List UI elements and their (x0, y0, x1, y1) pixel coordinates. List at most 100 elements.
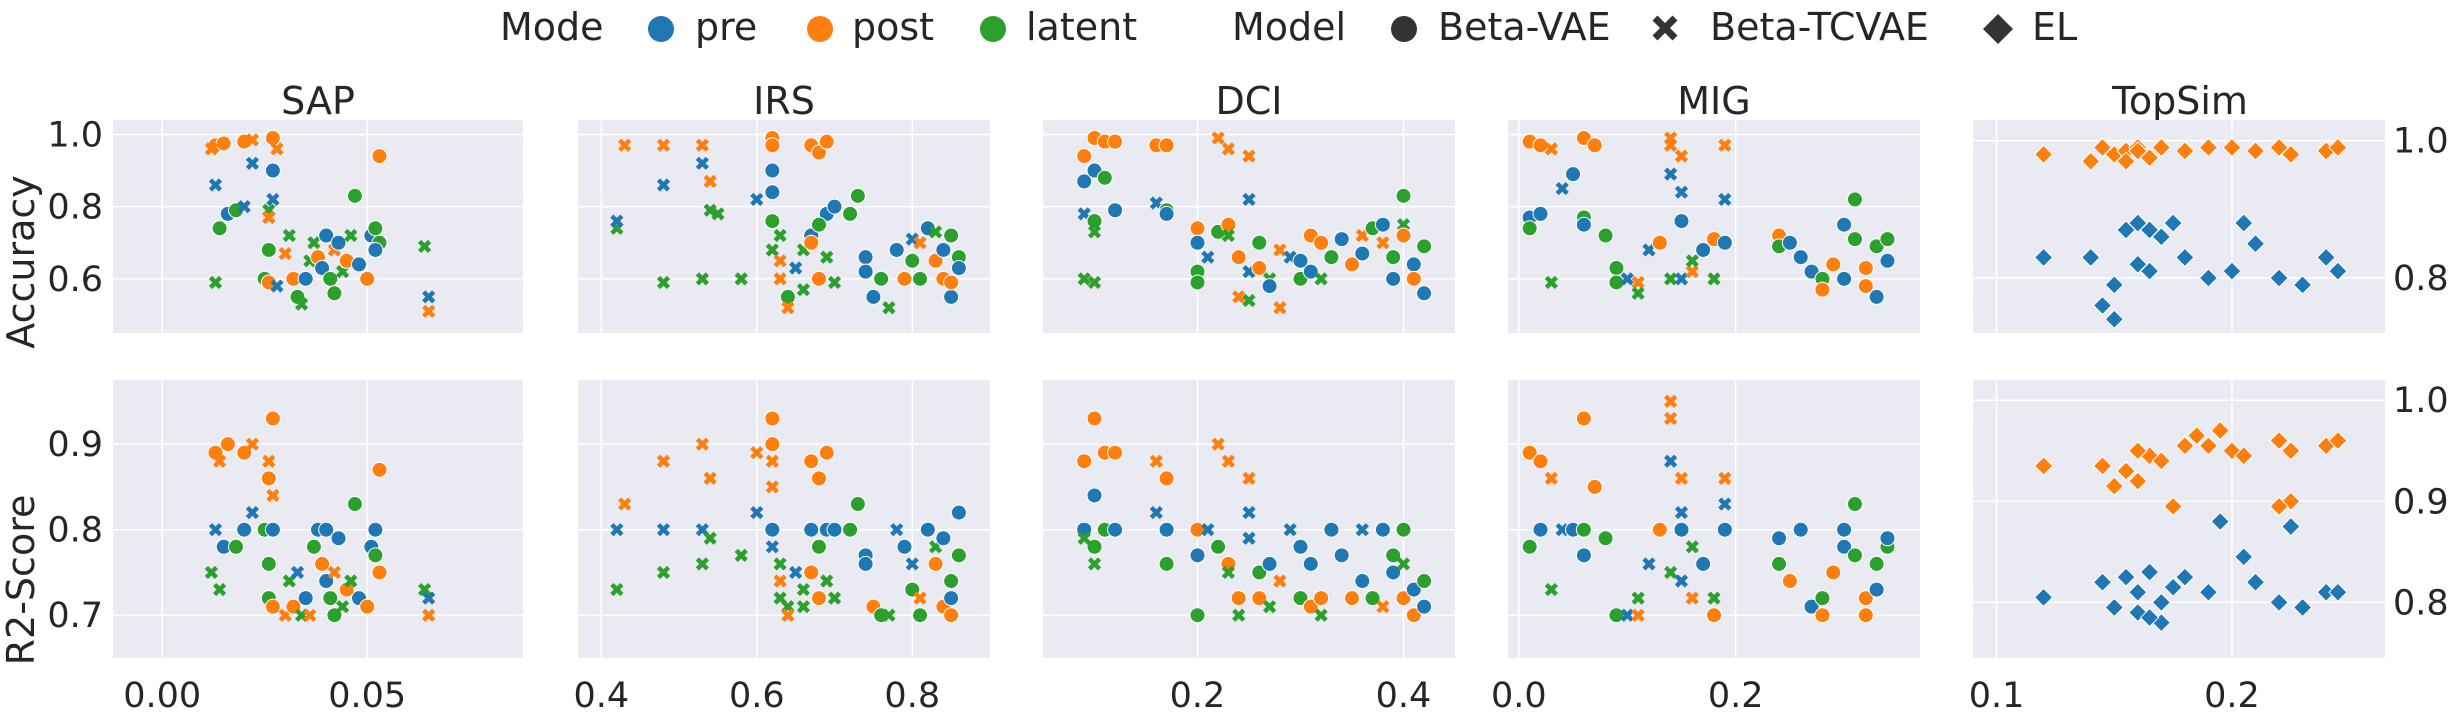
legend-el-marker (1983, 14, 2013, 44)
legend-el-label: EL (2032, 5, 2077, 49)
point-latent-beta-vae (1608, 260, 1625, 277)
point-latent-beta-vae (305, 538, 322, 555)
point-stroke (827, 275, 842, 290)
point-latent-beta-vae (943, 227, 960, 244)
point-post-beta-tcvae (913, 591, 927, 605)
point-pre-beta-tcvae (1201, 250, 1215, 264)
point-pre-beta-vae (1716, 234, 1733, 251)
point-pre-beta-vae (1792, 521, 1809, 538)
point-pre-beta-tcvae (290, 565, 305, 580)
point-post-beta-tcvae (278, 246, 292, 261)
point-stroke (1273, 574, 1287, 588)
point-stroke (820, 250, 834, 264)
point-stroke (1376, 236, 1390, 250)
point-post-beta-vae (810, 144, 827, 161)
point-post-beta-tcvae (1718, 138, 1732, 152)
point-post-beta-tcvae (1273, 574, 1287, 588)
point-stroke (422, 591, 436, 605)
point-pre-beta-vae (803, 521, 820, 538)
point-pre-beta-vae (330, 234, 347, 251)
point-post-beta-vae (1586, 137, 1603, 154)
point-stroke (610, 214, 624, 228)
point-stroke (245, 437, 259, 451)
point-latent-beta-vae (1251, 564, 1268, 581)
point-post-beta-tcvae (1242, 149, 1256, 163)
point-pre-beta-vae (764, 162, 781, 179)
point-post-el (2328, 430, 2348, 451)
point-post-beta-vae (1302, 598, 1319, 615)
legend: Mode pre post latent Model Beta-VAE Beta… (500, 5, 2077, 49)
point-stroke (656, 275, 671, 290)
y-tick-label: 0.6 (47, 260, 103, 300)
point-stroke (789, 261, 803, 275)
x-tick-label: 0.00 (123, 676, 201, 716)
point-stroke (1664, 411, 1678, 426)
point-stroke (1664, 454, 1678, 468)
point-stroke (1201, 523, 1215, 537)
point-post-beta-tcvae (1674, 149, 1689, 163)
point-stroke (765, 540, 779, 554)
point-stroke (1544, 582, 1558, 597)
point-latent-beta-vae (1385, 249, 1402, 266)
point-pre-beta-vae (764, 184, 781, 201)
point-pre-beta-tcvae (1674, 505, 1689, 520)
point-latent-beta-vae (842, 521, 859, 538)
point-stroke (270, 142, 284, 156)
y-tick-label: 0.8 (47, 188, 103, 228)
point-post-beta-vae (1651, 234, 1668, 251)
point-pre-beta-tcvae (765, 540, 779, 554)
point-pre-beta-tcvae (905, 232, 919, 246)
point-post-el (2175, 141, 2195, 161)
point-stroke (1718, 497, 1732, 511)
point-latent-beta-tcvae (307, 236, 321, 250)
point-post-beta-vae (1395, 227, 1412, 244)
point-post-beta-tcvae (262, 454, 276, 468)
point-post-beta-vae (764, 410, 781, 427)
point-latent-beta-tcvae (703, 203, 717, 217)
point-post-beta-tcvae (656, 138, 671, 152)
point-post-beta-vae (943, 274, 960, 291)
point-stroke (905, 232, 919, 246)
point-latent-beta-vae (1395, 187, 1412, 204)
point-pre-beta-vae (1565, 166, 1582, 183)
point-latent-beta-tcvae (1396, 218, 1411, 232)
column-title-topsim: TopSim (2111, 79, 2248, 123)
point-pre-beta-vae (919, 220, 936, 237)
y-tick-label: 1.0 (2393, 122, 2449, 162)
point-pre-beta-vae (1416, 598, 1433, 615)
point-latent-beta-vae (1364, 590, 1381, 607)
point-post-el (2222, 137, 2242, 158)
point-post-beta-vae (1313, 234, 1330, 251)
legend-post-marker (807, 16, 833, 42)
point-pre-beta-tcvae (1718, 497, 1732, 511)
point-stroke (1664, 167, 1678, 181)
point-pre-beta-tcvae (1242, 531, 1256, 545)
point-post-beta-vae (1857, 260, 1874, 277)
point-stroke (905, 557, 919, 571)
point-latent-beta-vae (322, 590, 339, 607)
legend-latent-marker (980, 16, 1006, 42)
legend-post-label: post (852, 5, 934, 49)
point-post-beta-tcvae (781, 608, 795, 622)
point-post-beta-vae (803, 234, 820, 251)
point-latent-beta-tcvae (1077, 531, 1091, 545)
point-post-beta-vae (1344, 590, 1360, 607)
point-stroke (656, 454, 671, 468)
point-post-beta-vae (1586, 478, 1603, 495)
point-stroke (773, 591, 787, 605)
panel-points (610, 130, 967, 315)
point-latent-beta-tcvae (1314, 272, 1328, 286)
point-pre-beta-vae (318, 227, 335, 244)
point-post-beta-tcvae (1685, 591, 1699, 605)
y-tick-label: 0.9 (47, 425, 103, 465)
point-pre-beta-tcvae (1242, 192, 1256, 207)
point-post-beta-tcvae (695, 138, 709, 152)
x-tick-label: 0.4 (573, 676, 629, 716)
point-latent-beta-tcvae (295, 297, 309, 311)
point-pre-el (2234, 213, 2254, 233)
point-post-beta-vae (1086, 410, 1103, 427)
point-pre-beta-vae (1879, 252, 1896, 269)
point-stroke (750, 446, 764, 460)
point-post-el (2128, 141, 2148, 161)
point-post-beta-vae (1189, 521, 1206, 538)
